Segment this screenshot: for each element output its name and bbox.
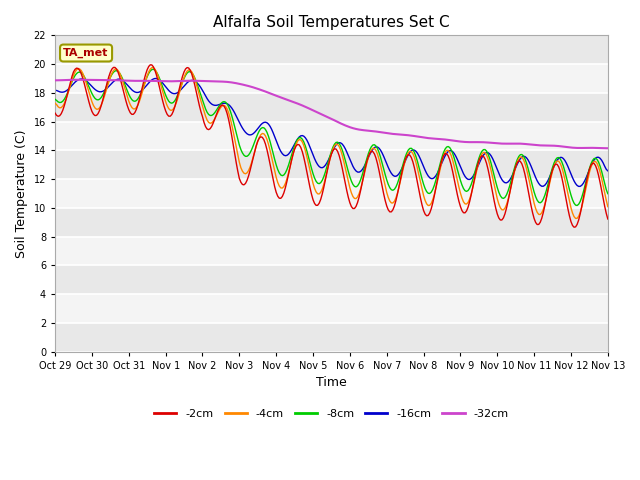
-8cm	[156, 75, 163, 81]
X-axis label: Time: Time	[316, 376, 347, 389]
-32cm	[51, 77, 59, 83]
-16cm	[152, 76, 160, 82]
-4cm	[51, 100, 59, 106]
Line: -2cm: -2cm	[55, 65, 608, 227]
-16cm	[398, 165, 406, 171]
Bar	[55, 150, 608, 179]
-32cm	[386, 131, 394, 136]
-8cm	[538, 199, 546, 204]
-4cm	[538, 210, 546, 216]
-32cm	[604, 145, 612, 151]
Legend: -2cm, -4cm, -8cm, -16cm, -32cm: -2cm, -4cm, -8cm, -16cm, -32cm	[150, 405, 513, 423]
-8cm	[386, 185, 394, 191]
-32cm	[67, 77, 74, 83]
-4cm	[67, 82, 74, 88]
-32cm	[74, 77, 82, 83]
-16cm	[386, 168, 394, 173]
-2cm	[367, 148, 375, 154]
Y-axis label: Soil Temperature (C): Soil Temperature (C)	[15, 129, 28, 258]
-2cm	[604, 216, 612, 222]
-8cm	[573, 203, 581, 208]
-16cm	[538, 183, 546, 189]
-32cm	[538, 143, 546, 148]
Bar	[55, 179, 608, 208]
-4cm	[367, 147, 375, 153]
Bar	[55, 265, 608, 294]
-8cm	[604, 191, 612, 196]
-16cm	[67, 84, 74, 90]
-8cm	[367, 144, 375, 150]
-2cm	[386, 209, 394, 215]
Bar	[55, 237, 608, 265]
-2cm	[570, 224, 578, 230]
-8cm	[150, 66, 157, 72]
-4cm	[604, 204, 612, 210]
-8cm	[398, 165, 406, 171]
-16cm	[604, 168, 612, 174]
-8cm	[67, 83, 74, 88]
Line: -16cm: -16cm	[55, 79, 608, 186]
Text: TA_met: TA_met	[63, 48, 109, 58]
-4cm	[156, 78, 163, 84]
-2cm	[538, 215, 546, 221]
-2cm	[398, 168, 406, 174]
Line: -8cm: -8cm	[55, 69, 608, 205]
Bar	[55, 93, 608, 121]
Title: Alfalfa Soil Temperatures Set C: Alfalfa Soil Temperatures Set C	[213, 15, 450, 30]
-4cm	[398, 171, 406, 177]
-16cm	[367, 149, 375, 155]
-4cm	[572, 216, 579, 221]
-2cm	[67, 79, 74, 85]
Bar	[55, 208, 608, 237]
-2cm	[51, 110, 59, 116]
Bar	[55, 294, 608, 323]
Bar	[55, 121, 608, 150]
-4cm	[148, 65, 156, 71]
-8cm	[51, 96, 59, 102]
-32cm	[156, 78, 163, 84]
Bar	[55, 323, 608, 351]
-4cm	[386, 198, 394, 204]
-32cm	[398, 132, 406, 138]
Line: -32cm: -32cm	[55, 80, 608, 148]
Bar	[55, 36, 608, 64]
-16cm	[575, 183, 582, 189]
-2cm	[156, 84, 163, 90]
-32cm	[367, 128, 375, 134]
Line: -4cm: -4cm	[55, 68, 608, 218]
-16cm	[51, 87, 59, 93]
Bar	[55, 64, 608, 93]
-16cm	[156, 77, 163, 83]
-2cm	[147, 62, 154, 68]
